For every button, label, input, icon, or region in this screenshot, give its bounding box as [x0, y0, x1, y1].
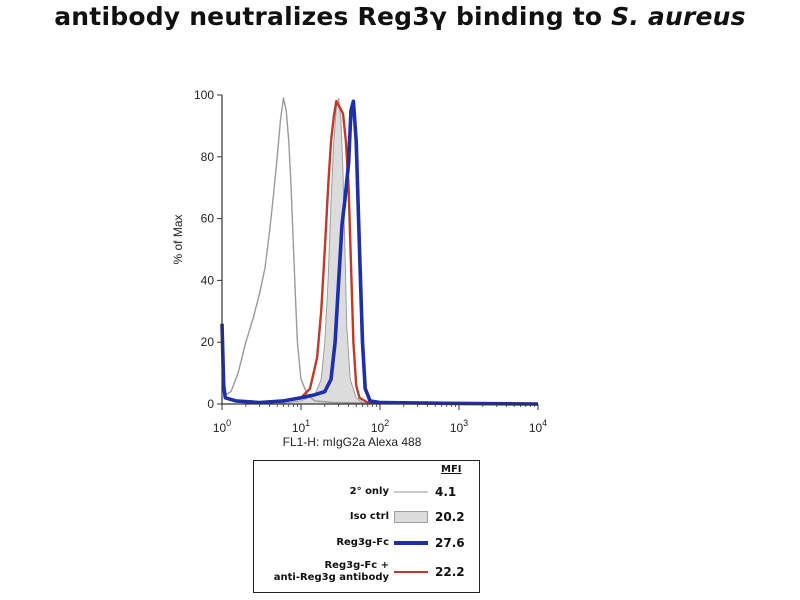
x-tick-label: 103 [450, 418, 468, 435]
legend-swatch [394, 491, 428, 493]
legend-entry: Reg3g-Fc 27.6 [254, 530, 479, 556]
legend-entry-label: Reg3g-Fc [336, 537, 389, 549]
y-tick-label: 80 [201, 150, 215, 164]
x-tick-label: 104 [529, 418, 547, 435]
y-tick-label: 40 [201, 273, 215, 287]
series-reg3g-fc-anti-reg3g-antibody [220, 99, 539, 406]
legend-entry-label: 2° only [350, 486, 389, 498]
legend: MFI 2° only 4.1 Iso ctrl 20.2 Reg3g-Fc 27.6 Re… [253, 460, 480, 593]
x-tick-label: 102 [371, 418, 389, 435]
y-tick-label: 60 [201, 212, 215, 226]
y-tick-label: 0 [207, 397, 214, 411]
plot-area [220, 97, 539, 406]
title-prefix: antibody neutralizes Reg3 [54, 2, 430, 31]
axes: 0 20 40 60 80 100 100 101 102 103 104 FL1-H: mIgG2a… [171, 88, 547, 449]
legend-entry: 2° only 4.1 [254, 479, 479, 505]
legend-entry-label: Iso ctrl [350, 511, 389, 523]
x-tick-label: 101 [292, 418, 310, 435]
legend-label-line: Iso ctrl [349, 511, 389, 522]
y-tick-label: 100 [194, 88, 214, 102]
legend-label-line: 2° only [349, 486, 389, 497]
legend-entry: Reg3g-Fc + anti-Reg3g antibody 22.2 [254, 559, 479, 585]
legend-mfi-value: 27.6 [435, 536, 465, 550]
legend-mfi-value: 4.1 [435, 485, 457, 499]
series-2-only [221, 97, 539, 405]
series-iso-ctrl [222, 97, 538, 405]
legend-swatch [394, 571, 428, 573]
title-gamma: γ [429, 2, 448, 31]
legend-entry-label: Reg3g-Fc + anti-Reg3g antibody [274, 560, 389, 584]
legend-mfi-value: 22.2 [435, 565, 465, 579]
legend-swatch [394, 541, 428, 545]
legend-label-line: Reg3g-Fc [336, 537, 389, 548]
legend-mfi-value: 20.2 [435, 510, 465, 524]
y-tick-label: 20 [201, 335, 215, 349]
x-tick-label: 100 [213, 418, 231, 435]
legend-swatch [394, 511, 428, 523]
figure-title: antibody neutralizes Reg3γ binding to S.… [0, 2, 800, 31]
x-axis-label: FL1-H: mIgG2a Alexa 488 [283, 435, 422, 449]
series-reg3g-fc [220, 99, 539, 406]
legend-label-line: Reg3g-Fc + [324, 560, 389, 571]
legend-entry: Iso ctrl 20.2 [254, 504, 479, 530]
title-middle: binding to [447, 2, 612, 31]
legend-label-line: anti-Reg3g antibody [273, 572, 389, 583]
title-species: S. aureus [611, 2, 746, 31]
y-axis-label: % of Max [171, 214, 185, 264]
legend-header-mfi: MFI [441, 464, 462, 475]
